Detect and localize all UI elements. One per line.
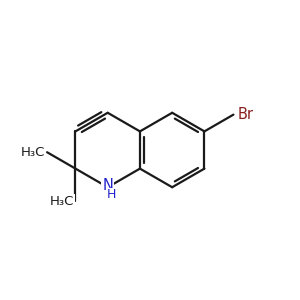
Text: H: H <box>107 188 116 201</box>
Text: Br: Br <box>238 107 254 122</box>
Text: H₃C: H₃C <box>21 146 45 159</box>
Text: H₃C: H₃C <box>50 195 74 208</box>
Text: N: N <box>102 178 113 194</box>
